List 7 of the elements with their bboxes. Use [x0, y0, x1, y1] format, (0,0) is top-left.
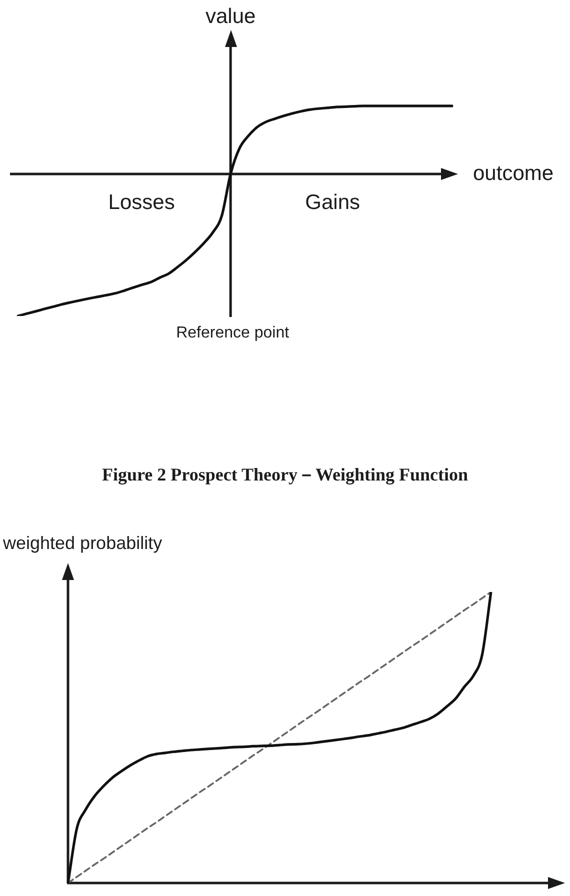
x-axis-title: outcome	[473, 162, 554, 185]
text: Reference point	[176, 324, 290, 342]
y-axis-title: value	[205, 4, 256, 28]
chart-title: Figure 2 Prospect Theory－Weighting Function	[102, 464, 468, 485]
annotation: Gains	[305, 190, 360, 214]
annotation: Losses	[108, 190, 175, 214]
y-axis-title: weighted probability	[2, 532, 162, 553]
